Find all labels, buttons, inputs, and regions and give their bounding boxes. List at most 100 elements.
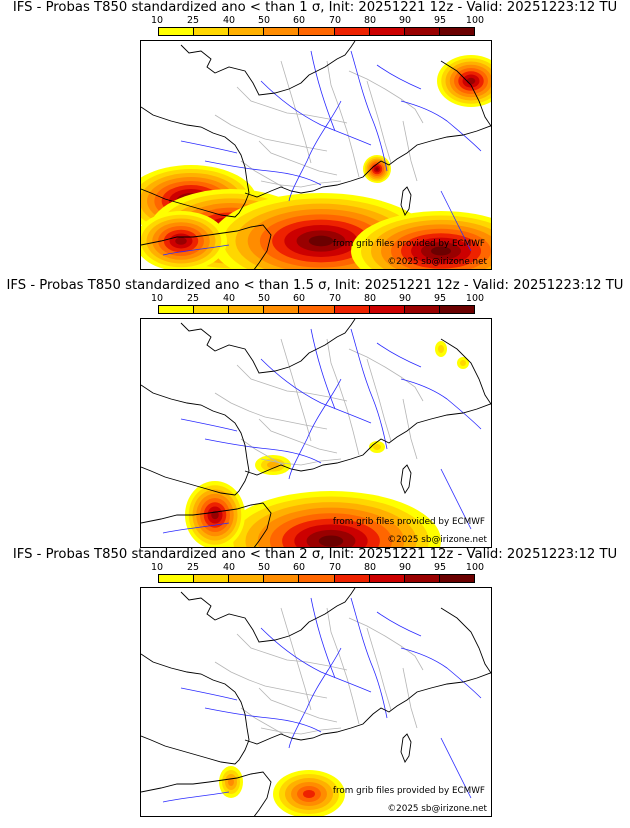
coastline <box>141 106 250 218</box>
admin-border <box>236 86 348 124</box>
colorbar-swatch <box>369 306 405 313</box>
colorbar-tick: 95 <box>433 293 447 304</box>
colorbar-tick: 50 <box>257 293 271 304</box>
probability-contour <box>466 77 476 85</box>
probability-contour <box>211 510 219 520</box>
admin-border <box>240 160 284 188</box>
colorbar-swatch <box>334 28 370 35</box>
probability-contour <box>460 360 466 366</box>
probability-contour <box>175 237 187 245</box>
colorbar-ticks: 10 25 40 50 60 70 80 90 95 100 <box>140 294 490 304</box>
coastline <box>141 653 250 765</box>
probability-contour <box>375 167 379 171</box>
coastline <box>244 672 491 745</box>
colorbar-tick: 70 <box>328 562 342 573</box>
river <box>376 611 422 637</box>
panel-3: IFS - Probas T850 standardized ano < tha… <box>0 547 630 817</box>
colorbar-swatch <box>194 28 230 35</box>
probability-contour <box>431 246 451 256</box>
colorbar-tick: 80 <box>363 15 377 26</box>
river <box>204 707 322 733</box>
admin-border <box>366 627 392 711</box>
colorbar-swatch <box>299 575 335 582</box>
river <box>162 791 230 803</box>
coastline <box>440 60 491 127</box>
river <box>162 522 230 534</box>
river <box>204 438 322 464</box>
admin-border <box>326 338 360 456</box>
copyright-credit: ©2025 sb@irizone.net <box>387 804 487 814</box>
coastline <box>141 384 250 496</box>
coastline <box>180 588 356 643</box>
colorbar-tick: 60 <box>292 562 306 573</box>
river <box>350 50 388 172</box>
colorbar-swatch <box>404 575 440 582</box>
colorbar-swatch <box>334 575 370 582</box>
panel-1: IFS - Probas T850 standardized ano < tha… <box>0 0 630 270</box>
river <box>288 378 342 480</box>
map-graphic <box>141 41 491 269</box>
river <box>350 597 388 719</box>
admin-border <box>260 727 342 735</box>
copyright-credit: ©2025 sb@irizone.net <box>387 535 487 545</box>
colorbar-tick: 40 <box>222 15 236 26</box>
colorbar-swatch <box>194 306 230 313</box>
probability-contour <box>438 345 444 353</box>
admin-border <box>366 358 392 442</box>
river <box>400 647 482 699</box>
admin-border <box>280 338 312 442</box>
colorbar-tick: 90 <box>398 15 412 26</box>
probability-contour <box>308 235 334 247</box>
colorbar-swatch <box>404 28 440 35</box>
colorbar-swatch <box>334 306 370 313</box>
admin-border <box>240 707 284 735</box>
colorbar-tick: 70 <box>328 15 342 26</box>
colorbar-swatch <box>264 28 300 35</box>
map-2: from grib files provided by ECMWF ©2025 … <box>140 318 492 548</box>
colorbar-tick: 40 <box>222 562 236 573</box>
colorbar-tick: 60 <box>292 293 306 304</box>
colorbar-ticks: 10 25 40 50 60 70 80 90 95 100 <box>140 563 490 573</box>
colorbar-tick: 40 <box>222 293 236 304</box>
grib-credit: from grib files provided by ECMWF <box>332 786 485 796</box>
coastline <box>141 502 272 547</box>
colorbar-tick: 95 <box>433 562 447 573</box>
colorbar-swatch <box>299 306 335 313</box>
admin-border <box>348 617 424 671</box>
admin-border <box>214 661 328 699</box>
admin-border <box>236 633 348 671</box>
colorbar-tick: 80 <box>363 293 377 304</box>
colorbar-tick: 25 <box>186 562 200 573</box>
coastline <box>180 41 356 96</box>
panel-title: IFS - Probas T850 standardized ano < tha… <box>12 0 618 15</box>
river <box>310 328 336 410</box>
river <box>440 468 472 530</box>
colorbar-swatch <box>299 28 335 35</box>
coastline-corsica <box>400 186 412 216</box>
colorbar-swatch <box>159 306 195 313</box>
panel-2: IFS - Probas T850 standardized ano < tha… <box>0 278 630 548</box>
coastline-corsica <box>400 464 412 494</box>
coastline <box>244 403 491 476</box>
grib-credit: from grib files provided by ECMWF <box>332 239 485 249</box>
colorbar <box>158 27 475 36</box>
colorbar-swatch <box>369 28 405 35</box>
colorbar-tick: 60 <box>292 15 306 26</box>
admin-border <box>280 607 312 711</box>
river <box>288 100 342 202</box>
admin-border <box>348 70 424 124</box>
coastline <box>244 125 491 198</box>
colorbar <box>158 574 475 583</box>
probability-contour <box>303 790 315 798</box>
admin-border <box>280 60 312 164</box>
colorbar-swatch <box>404 306 440 313</box>
colorbar-swatch <box>369 575 405 582</box>
river <box>204 160 322 186</box>
river <box>162 244 230 256</box>
river <box>350 328 388 450</box>
river <box>400 378 482 430</box>
colorbar-tick: 10 <box>150 293 164 304</box>
colorbar-tick: 95 <box>433 15 447 26</box>
colorbar-swatch <box>264 306 300 313</box>
admin-border <box>258 687 338 723</box>
